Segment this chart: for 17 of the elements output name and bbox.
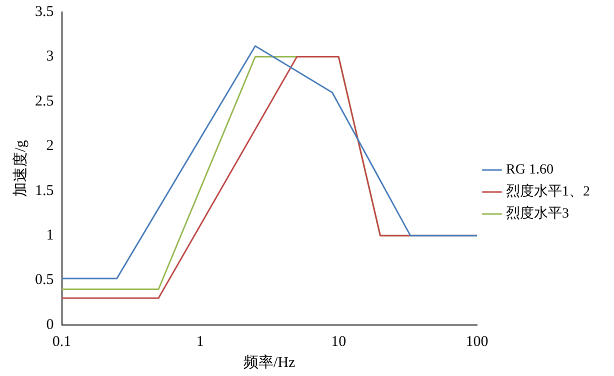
y-tick-label: 3.5 bbox=[35, 4, 54, 20]
y-tick-label: 0 bbox=[46, 316, 54, 333]
y-tick-label: 2 bbox=[46, 138, 54, 154]
y-axis-title: 加速度/g bbox=[12, 140, 29, 197]
legend-label: 烈度水平1、2 bbox=[506, 184, 590, 200]
legend-label: RG 1.60 bbox=[506, 162, 554, 178]
x-tick-label: 1 bbox=[196, 334, 204, 350]
y-tick-label: 0.5 bbox=[35, 272, 54, 288]
x-axis-title: 频率/Hz bbox=[244, 354, 296, 371]
x-tick-label: 100 bbox=[466, 334, 488, 350]
x-tick-label: 10 bbox=[331, 334, 346, 350]
legend-label: 烈度水平3 bbox=[506, 206, 569, 222]
y-tick-label: 1 bbox=[46, 228, 54, 244]
y-tick-label: 2.5 bbox=[35, 93, 54, 110]
y-tick-label: 3 bbox=[46, 48, 54, 65]
x-tick-label: 0.1 bbox=[52, 334, 72, 350]
y-tick-label: 1.5 bbox=[35, 182, 54, 199]
